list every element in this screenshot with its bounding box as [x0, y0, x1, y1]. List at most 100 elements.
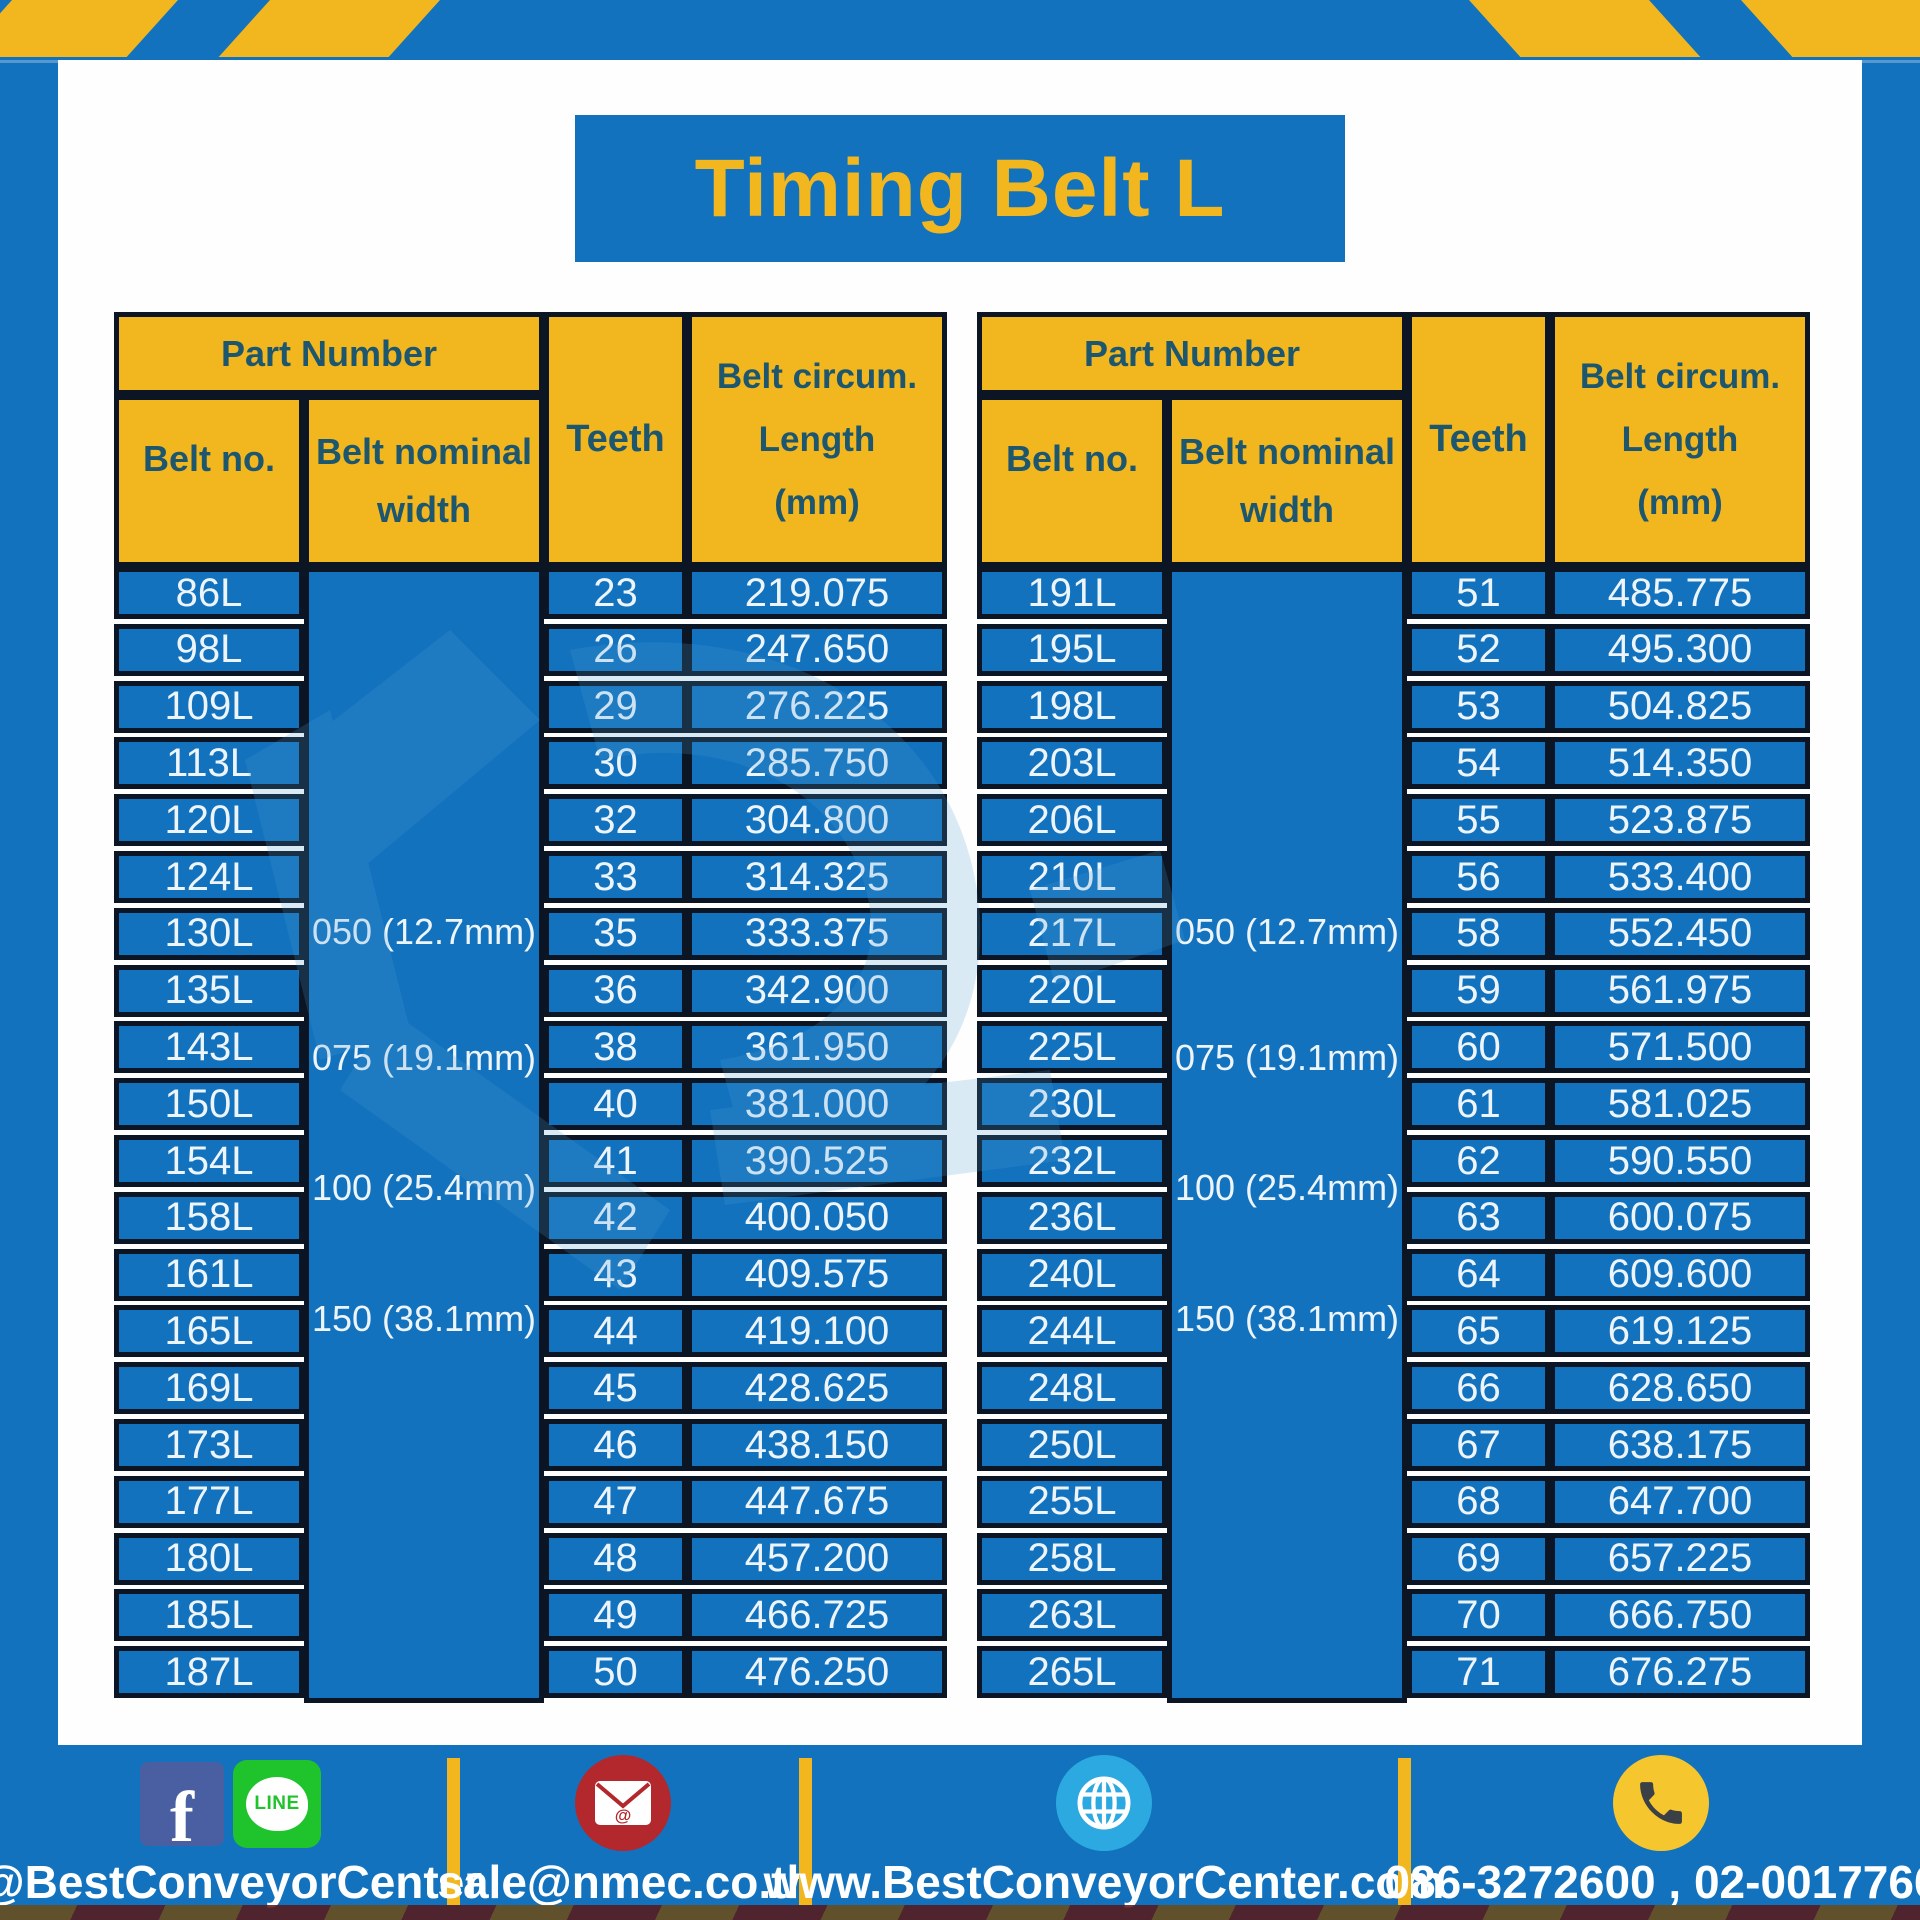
- teeth-cell: 60: [1407, 1021, 1550, 1074]
- length-cell: 657.225: [1550, 1532, 1810, 1585]
- length-cell: 428.625: [687, 1362, 947, 1415]
- length-cell: 247.650: [687, 623, 947, 676]
- teeth-cell: 35: [544, 907, 687, 960]
- length-cell: 409.575: [687, 1248, 947, 1301]
- header-belt-nominal-width: Belt nominal width: [1167, 395, 1407, 567]
- length-cell: 609.600: [1550, 1248, 1810, 1301]
- teeth-cell: 69: [1407, 1532, 1550, 1585]
- teeth-cell: 33: [544, 851, 687, 903]
- width-option: 150 (38.1mm): [1174, 1297, 1400, 1339]
- belt-no-cell: 154L: [114, 1135, 304, 1187]
- hazard-stripe: [1469, 0, 1701, 57]
- teeth-cell: 50: [544, 1646, 687, 1699]
- length-cell: 561.975: [1550, 964, 1810, 1017]
- length-cell: 400.050: [687, 1191, 947, 1244]
- belt-no-cell: 150L: [114, 1078, 304, 1131]
- header-teeth: Teeth: [1407, 312, 1550, 567]
- width-option: 075 (19.1mm): [311, 1037, 537, 1079]
- teeth-cell: 67: [1407, 1419, 1550, 1471]
- title-banner: Timing Belt L: [575, 115, 1345, 262]
- header-belt-no: Belt no.: [977, 395, 1167, 567]
- globe-icon: [1056, 1755, 1152, 1851]
- header-belt-nominal-width: Belt nominal width: [304, 395, 544, 567]
- phone-glyph: [1640, 1782, 1682, 1824]
- line-icon[interactable]: LINE: [233, 1760, 321, 1848]
- belt-no-cell: 120L: [114, 794, 304, 847]
- phone-icon: [1613, 1755, 1709, 1851]
- header-belt-circum: Belt circum. Length (mm): [1550, 312, 1810, 567]
- belt-no-cell: 124L: [114, 851, 304, 903]
- header-belt-nominal-line1: Belt nominal: [1178, 431, 1396, 472]
- envelope-glyph: @: [595, 1781, 651, 1825]
- length-cell: 533.400: [1550, 851, 1810, 903]
- bottom-hazard-strip: [0, 1905, 1920, 1920]
- teeth-cell: 42: [544, 1191, 687, 1244]
- website-url[interactable]: www.BestConveyorCenter.com: [763, 1856, 1445, 1908]
- header-circ-line3: (mm): [774, 483, 860, 522]
- width-option: 100 (25.4mm): [1174, 1166, 1400, 1208]
- hazard-stripe: [218, 0, 440, 57]
- teeth-cell: 41: [544, 1135, 687, 1187]
- length-cell: 514.350: [1550, 737, 1810, 790]
- length-cell: 285.750: [687, 737, 947, 790]
- belt-width-merged-cell: 050 (12.7mm) 075 (19.1mm) 100 (25.4mm) 1…: [1167, 567, 1407, 1703]
- length-cell: 666.750: [1550, 1589, 1810, 1642]
- line-label: LINE: [254, 1793, 300, 1814]
- teeth-cell: 46: [544, 1419, 687, 1471]
- length-cell: 438.150: [687, 1419, 947, 1471]
- belt-no-cell: 265L: [977, 1646, 1167, 1699]
- belt-no-cell: 258L: [977, 1532, 1167, 1585]
- teeth-cell: 53: [1407, 680, 1550, 733]
- email-address[interactable]: sale@nmec.co.th: [437, 1856, 815, 1908]
- page-title: Timing Belt L: [694, 142, 1226, 234]
- length-cell: 495.300: [1550, 623, 1810, 676]
- teeth-cell: 32: [544, 794, 687, 847]
- facebook-icon[interactable]: f: [140, 1762, 224, 1846]
- teeth-cell: 71: [1407, 1646, 1550, 1699]
- teeth-cell: 64: [1407, 1248, 1550, 1301]
- belt-no-cell: 220L: [977, 964, 1167, 1017]
- header-circ-line2: Length: [758, 420, 876, 459]
- width-option: 075 (19.1mm): [1174, 1037, 1400, 1079]
- belt-no-cell: 143L: [114, 1021, 304, 1074]
- belt-no-cell: 165L: [114, 1305, 304, 1358]
- social-handle[interactable]: @BestConveyorCenter: [0, 1856, 483, 1908]
- belt-no-cell: 113L: [114, 737, 304, 790]
- teeth-cell: 58: [1407, 907, 1550, 960]
- belt-no-cell: 130L: [114, 907, 304, 960]
- belt-no-cell: 255L: [977, 1475, 1167, 1528]
- spec-table-right: Part Number Belt no. Belt nominal width …: [977, 312, 1810, 1703]
- length-cell: 571.500: [1550, 1021, 1810, 1074]
- teeth-cell: 65: [1407, 1305, 1550, 1358]
- length-cell: 590.550: [1550, 1135, 1810, 1187]
- teeth-cell: 26: [544, 623, 687, 676]
- teeth-cell: 63: [1407, 1191, 1550, 1244]
- footer-divider: [447, 1758, 460, 1905]
- belt-no-cell: 206L: [977, 794, 1167, 847]
- belt-no-cell: 210L: [977, 851, 1167, 903]
- header-belt-no: Belt no.: [114, 395, 304, 567]
- length-cell: 619.125: [1550, 1305, 1810, 1358]
- hazard-stripe: [1741, 0, 1920, 57]
- length-cell: 476.250: [687, 1646, 947, 1699]
- length-cell: 504.825: [1550, 680, 1810, 733]
- teeth-cell: 51: [1407, 567, 1550, 619]
- teeth-cell: 48: [544, 1532, 687, 1585]
- belt-width-merged-cell: 050 (12.7mm) 075 (19.1mm) 100 (25.4mm) 1…: [304, 567, 544, 1703]
- belt-no-cell: 240L: [977, 1248, 1167, 1301]
- hazard-stripe: [0, 0, 178, 57]
- length-cell: 447.675: [687, 1475, 947, 1528]
- header-circ-line1: Belt circum.: [1579, 357, 1781, 396]
- phone-numbers[interactable]: 086-3272600 , 02-0017766: [1384, 1856, 1920, 1908]
- belt-no-cell: 250L: [977, 1419, 1167, 1471]
- belt-no-cell: 198L: [977, 680, 1167, 733]
- email-icon: @: [575, 1755, 671, 1851]
- header-belt-circum: Belt circum. Length (mm): [687, 312, 947, 567]
- footer-divider: [1398, 1758, 1411, 1905]
- belt-no-cell: 86L: [114, 567, 304, 619]
- footer-bar: f LINE @BestConveyorCenter @ sale@nmec.c…: [0, 1745, 1920, 1920]
- belt-no-cell: 236L: [977, 1191, 1167, 1244]
- belt-no-cell: 263L: [977, 1589, 1167, 1642]
- teeth-cell: 44: [544, 1305, 687, 1358]
